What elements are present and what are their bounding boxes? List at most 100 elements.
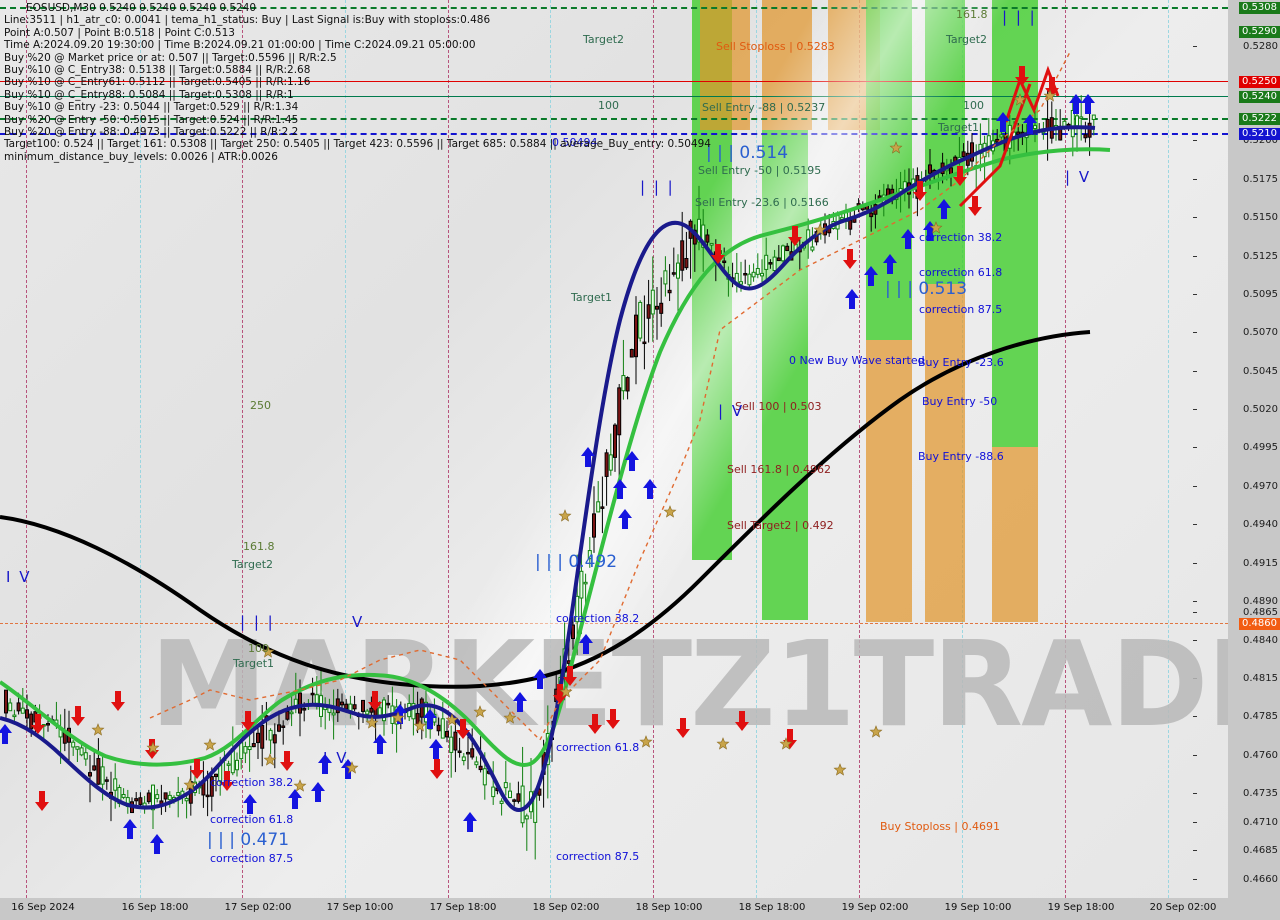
time-axis[interactable]: 16 Sep 2024 16 Sep 18:00 17 Sep 02:00 17 Se… xyxy=(0,898,1280,920)
info-line: Target100: 0.524 || Target 161: 0.5308 |… xyxy=(4,138,711,151)
buy-arrow-icon xyxy=(318,754,332,774)
price-badge: 0.4860 xyxy=(1239,618,1280,630)
wave-degree-label: | V xyxy=(718,402,745,420)
sell-arrow-icon xyxy=(190,759,204,779)
pivot-star-icon xyxy=(146,741,160,754)
sell-arrow-icon xyxy=(241,711,255,731)
chart-annotation: 0 New Buy Wave started xyxy=(789,354,925,367)
pivot-star-icon xyxy=(293,779,307,792)
buy-arrow-icon xyxy=(864,266,878,286)
buy-arrow-icon xyxy=(901,229,915,249)
time-tick: 17 Sep 02:00 xyxy=(224,902,292,913)
price-tick: 0.5175 xyxy=(1193,175,1278,185)
buy-arrow-icon xyxy=(150,834,164,854)
price-tick: 0.4815 xyxy=(1193,674,1278,684)
buy-arrow-icon xyxy=(883,254,897,274)
buy-arrow-icon xyxy=(243,794,257,814)
time-tick: 19 Sep 02:00 xyxy=(841,902,909,913)
chart-annotation: Sell Target2 | 0.492 xyxy=(727,519,834,532)
price-tick: 0.4660 xyxy=(1193,875,1278,885)
price-tick: 0.4735 xyxy=(1193,789,1278,799)
info-line: Buy %10 @ C_Entry38: 0.5138 || Target:0.… xyxy=(4,64,311,77)
pivot-star-icon xyxy=(473,705,487,718)
pivot-star-icon xyxy=(261,645,275,658)
chart-annotation: Buy Entry -88.6 xyxy=(918,450,1004,463)
sell-arrow-icon xyxy=(563,666,577,686)
tick-mark xyxy=(1193,755,1197,756)
pivot-star-icon xyxy=(929,221,943,234)
chart-annotation: 100 xyxy=(248,642,269,655)
price-tick: 0.4685 xyxy=(1193,846,1278,856)
pivot-star-icon xyxy=(345,761,359,774)
tick-mark xyxy=(1193,447,1197,448)
time-tick: 17 Sep 10:00 xyxy=(326,902,394,913)
price-tick: 0.4760 xyxy=(1193,751,1278,761)
tick-mark xyxy=(1193,879,1197,880)
chart-annotation: Buy Entry -50 xyxy=(922,395,998,408)
tick-mark xyxy=(1193,524,1197,525)
price-tick: 0.4995 xyxy=(1193,443,1278,453)
chart-annotation: correction 87.5 xyxy=(919,303,1003,316)
price-tick: 0.5125 xyxy=(1193,252,1278,262)
pivot-star-icon xyxy=(413,719,427,732)
buy-arrow-icon xyxy=(643,479,657,499)
pivot-star-icon xyxy=(889,141,903,154)
pivot-star-icon xyxy=(833,763,847,776)
sell-arrow-icon xyxy=(456,719,470,739)
price-tick: 0.5280 xyxy=(1193,42,1278,52)
pivot-star-icon xyxy=(203,738,217,751)
price-axis[interactable]: 0.5280 0.5200 0.5175 0.5150 0.5125 0.5095 0.50… xyxy=(1193,0,1280,913)
pivot-star-icon xyxy=(391,711,405,724)
buy-arrow-icon xyxy=(288,789,302,809)
info-line: Line:3511 | h1_atr_c0: 0.0041 | tema_h1_… xyxy=(4,14,491,27)
sell-arrow-icon xyxy=(1045,77,1059,97)
time-tick: 16 Sep 2024 xyxy=(11,902,75,913)
pivot-star-icon xyxy=(91,723,105,736)
buy-arrow-icon xyxy=(579,634,593,654)
pivot-star-icon xyxy=(663,505,677,518)
sell-arrow-icon xyxy=(735,711,749,731)
tick-mark xyxy=(1193,850,1197,851)
sell-arrow-icon xyxy=(553,684,567,704)
pivot-star-icon xyxy=(639,735,653,748)
pivot-star-icon xyxy=(558,509,572,522)
buy-arrow-icon xyxy=(1023,114,1037,134)
info-line: Buy %10 @ C_Entry61: 0.5112 || Target:0.… xyxy=(4,76,311,89)
buy-arrow-icon xyxy=(613,479,627,499)
time-tick: 18 Sep 10:00 xyxy=(635,902,703,913)
buy-arrow-icon xyxy=(429,739,443,759)
wave-price-label: | | | 0.514 xyxy=(706,143,789,163)
tick-mark xyxy=(1193,140,1197,141)
sell-arrow-icon xyxy=(71,706,85,726)
tick-mark xyxy=(1193,640,1197,641)
price-tick: 0.5200 xyxy=(1193,136,1278,146)
buy-arrow-icon xyxy=(533,669,547,689)
price-tick: 0.4970 xyxy=(1193,482,1278,492)
sell-arrow-icon xyxy=(676,718,690,738)
price-tick: 0.4890 xyxy=(1193,597,1278,607)
tick-mark xyxy=(1193,332,1197,333)
chart-annotation: Target1 xyxy=(938,121,980,134)
vgrid-line xyxy=(140,0,141,898)
vgrid-line xyxy=(345,0,346,898)
buy-arrow-icon xyxy=(513,692,527,712)
tick-mark xyxy=(1193,179,1197,180)
tick-mark xyxy=(1193,716,1197,717)
pivot-star-icon xyxy=(559,685,573,698)
wave-price-label: | | | 0.471 xyxy=(207,830,290,850)
ma-slow-black xyxy=(0,330,1091,689)
chart-annotation: Target2 xyxy=(232,558,274,571)
chart-annotation: correction 61.8 xyxy=(210,813,294,826)
buy-arrow-icon xyxy=(625,451,639,471)
info-line: Buy %20 @ Entry -50: 0.5015 || Target:0.… xyxy=(4,113,299,126)
tick-mark xyxy=(1193,46,1197,47)
watermark-text: MARKETZ1TRADE xyxy=(150,615,1230,753)
pivot-star-icon xyxy=(503,711,517,724)
chart-annotation: Sell 100 | 0.503 xyxy=(735,400,822,413)
chart-annotation: correction 38.2 xyxy=(919,231,1003,244)
chart-plot-area[interactable]: MARKETZ1TRADE xyxy=(0,0,1230,900)
wave-degree-label: | | | xyxy=(1002,8,1037,26)
vgrid-line xyxy=(242,0,243,898)
info-line: Buy %20 @ Entry -88: 0.4973 || Target:0.… xyxy=(4,126,299,139)
chart-annotation: Sell Entry -88 | 0.5237 xyxy=(702,101,826,114)
